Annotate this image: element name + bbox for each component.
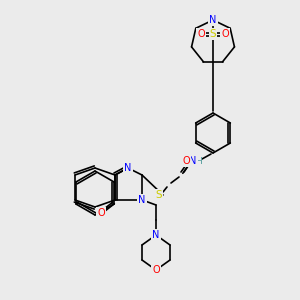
Text: S: S <box>156 190 162 200</box>
Text: N: N <box>189 156 197 166</box>
Text: O: O <box>152 265 160 275</box>
Text: S: S <box>210 29 216 39</box>
Text: N: N <box>209 15 217 25</box>
Text: N: N <box>138 195 146 205</box>
Text: O: O <box>197 29 205 39</box>
Text: O: O <box>97 208 105 218</box>
Text: O: O <box>182 156 190 166</box>
Text: N: N <box>152 230 160 240</box>
Text: H: H <box>195 157 201 166</box>
Text: O: O <box>221 29 229 39</box>
Text: N: N <box>124 163 132 173</box>
